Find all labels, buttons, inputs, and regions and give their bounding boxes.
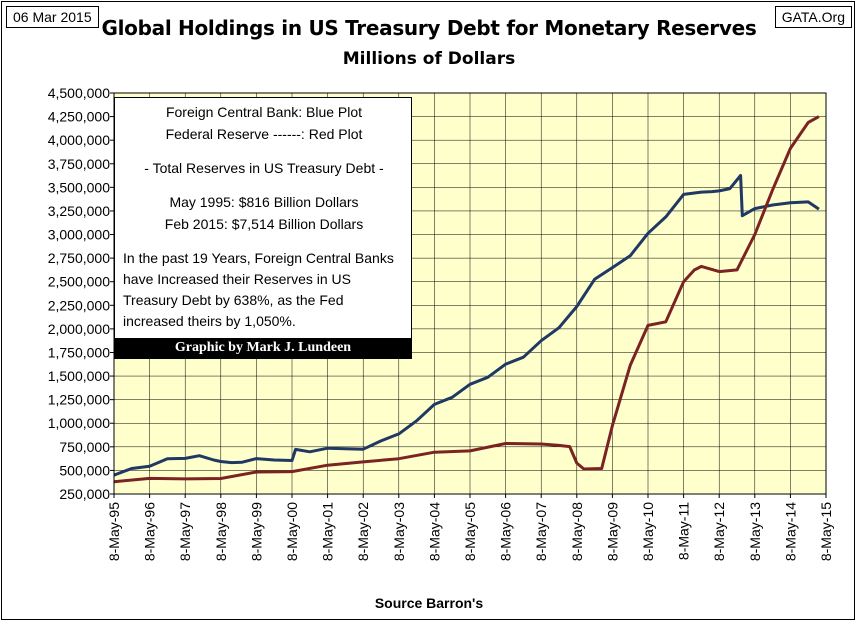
- site-label: GATA.Org: [774, 6, 852, 28]
- x-tick-label: 8-May-05: [462, 502, 478, 561]
- x-tick-label: 8-May-97: [177, 502, 193, 561]
- y-tick-label: 500,000: [59, 462, 110, 478]
- x-tick-label: 8-May-00: [284, 502, 300, 561]
- x-tick-label: 8-May-14: [782, 502, 798, 561]
- x-axis-title: Source Barron's: [374, 595, 484, 611]
- note-may-1995: May 1995: $816 Billion Dollars: [169, 194, 359, 210]
- x-tick-label: 8-May-13: [747, 502, 763, 561]
- y-tick-label: 250,000: [59, 486, 110, 502]
- y-tick-label: 750,000: [59, 439, 110, 455]
- chart-title: Global Holdings in US Treasury Debt for …: [101, 16, 757, 40]
- y-axis-ticks: 250,000 500,000 750,000 1,000,000 1,250,000 1…: [48, 85, 114, 502]
- y-tick-label: 3,750,000: [48, 156, 110, 172]
- x-tick-label: 8-May-12: [711, 502, 727, 561]
- y-tick-label: 2,500,000: [48, 274, 110, 290]
- x-tick-label: 8-May-15: [818, 502, 834, 561]
- note-total-heading: - Total Reserves in US Treasury Debt -: [144, 160, 384, 176]
- y-tick-label: 2,250,000: [48, 297, 110, 313]
- chart-subtitle: Millions of Dollars: [342, 49, 516, 69]
- y-tick-label: 3,000,000: [48, 227, 110, 243]
- series-line-federal-reserve: [113, 115, 820, 484]
- x-tick-label: 8-May-10: [640, 502, 656, 561]
- y-tick-label: 4,000,000: [48, 132, 110, 148]
- y-tick-label: 4,500,000: [48, 85, 110, 101]
- note-paragraph: In the past 19 Years, Foreign Central Ba…: [123, 250, 394, 329]
- y-tick-label: 2,750,000: [48, 250, 110, 266]
- credit-banner: Graphic by Mark J. Lundeen: [115, 338, 411, 358]
- y-tick-label: 1,500,000: [48, 368, 110, 384]
- x-tick-label: 8-May-96: [142, 502, 158, 561]
- note-blue-plot: Foreign Central Bank: Blue Plot: [165, 104, 363, 120]
- x-tick-label: 8-May-04: [426, 502, 442, 561]
- x-tick-label: 8-May-03: [391, 502, 407, 561]
- x-tick-label: 8-May-07: [533, 502, 549, 561]
- x-tick-label: 8-May-08: [569, 502, 585, 561]
- x-tick-label: 8-May-99: [248, 502, 264, 561]
- x-tick-label: 8-May-06: [498, 502, 514, 561]
- x-tick-label: 8-May-98: [213, 502, 229, 561]
- y-tick-label: 1,000,000: [48, 415, 110, 431]
- y-tick-label: 3,250,000: [48, 203, 110, 219]
- x-tick-label: 8-May-11: [676, 502, 692, 560]
- series-line-foreign-central-bank: [113, 174, 820, 477]
- y-tick-label: 4,250,000: [48, 109, 110, 125]
- annotation-box: Foreign Central Bank: Blue Plot Federal …: [114, 97, 412, 359]
- x-tick-label: 8-May-01: [320, 502, 336, 561]
- y-tick-label: 1,250,000: [48, 392, 110, 408]
- note-red-plot: Federal Reserve ------: Red Plot: [165, 126, 363, 142]
- date-label: 06 Mar 2015: [6, 6, 99, 28]
- x-tick-label: 8-May-09: [604, 502, 620, 561]
- x-axis-ticks: 8-May-95 8-May-96 8-May-97 8-May-98 8-May-99…: [106, 494, 834, 561]
- note-feb-2015: Feb 2015: $7,514 Billion Dollars: [164, 216, 364, 232]
- y-tick-label: 3,500,000: [48, 179, 110, 195]
- x-tick-label: 8-May-02: [355, 502, 371, 561]
- x-tick-label: 8-May-95: [106, 502, 122, 561]
- y-tick-label: 2,000,000: [48, 321, 110, 337]
- y-tick-label: 1,750,000: [48, 344, 110, 360]
- series-lines: [113, 115, 820, 484]
